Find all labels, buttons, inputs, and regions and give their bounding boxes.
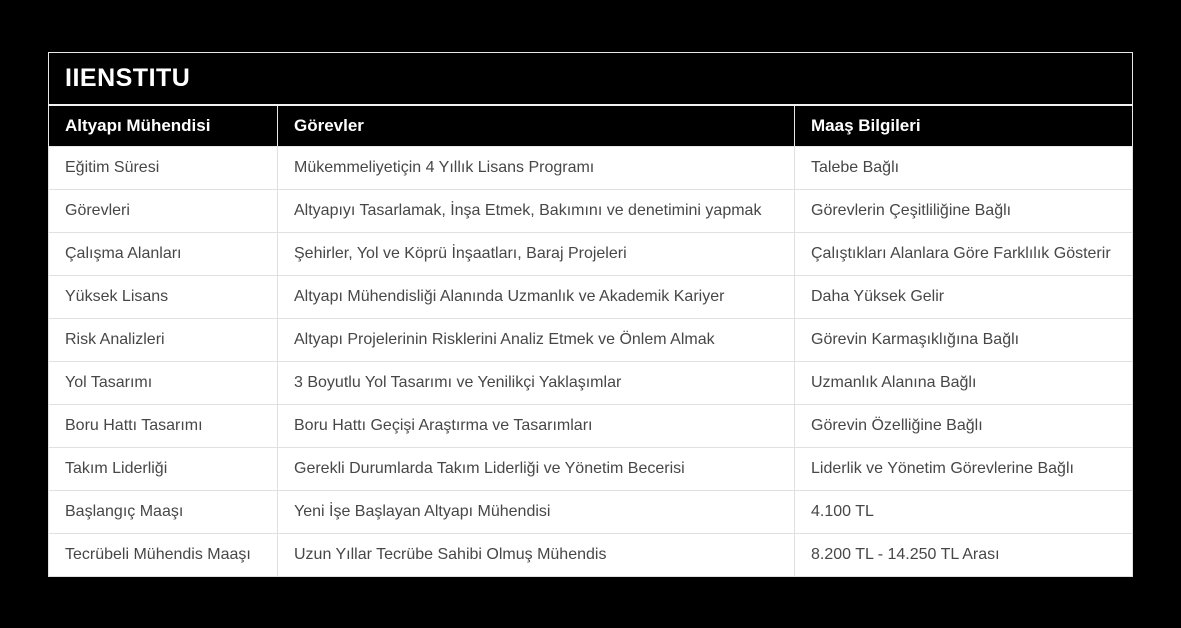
cell-description: Yeni İşe Başlayan Altyapı Mühendisi bbox=[277, 490, 795, 534]
cell-description: Boru Hattı Geçişi Araştırma ve Tasarımla… bbox=[277, 404, 795, 448]
table-row: Yol Tasarımı 3 Boyutlu Yol Tasarımı ve Ye… bbox=[48, 361, 1134, 405]
column-header-gorevler: Görevler bbox=[277, 104, 795, 147]
cell-attribute: Eğitim Süresi bbox=[48, 146, 278, 190]
cell-description: Şehirler, Yol ve Köprü İnşaatları, Baraj… bbox=[277, 232, 795, 276]
table-row: Eğitim Süresi Mükemmeliyetiçin 4 Yıllık L… bbox=[48, 146, 1134, 190]
cell-description: Altyapı Projelerinin Risklerini Analiz E… bbox=[277, 318, 795, 362]
cell-salary: 8.200 TL - 14.250 TL Arası bbox=[793, 533, 1134, 577]
table-row: Risk Analizleri Altyapı Projelerinin Risk… bbox=[48, 318, 1134, 362]
table-row: Yüksek Lisans Altyapı Mühendisliği Alanın… bbox=[48, 275, 1134, 319]
cell-attribute: Boru Hattı Tasarımı bbox=[48, 404, 278, 448]
cell-attribute: Yüksek Lisans bbox=[48, 275, 278, 319]
cell-attribute: Yol Tasarımı bbox=[48, 361, 278, 405]
table-row: Görevleri Altyapıyı Tasarlamak, İnşa Etme… bbox=[48, 189, 1134, 233]
cell-salary: Görevlerin Çeşitliliğine Bağlı bbox=[793, 189, 1134, 233]
table-row: Başlangıç Maaşı Yeni İşe Başlayan Altyapı… bbox=[48, 490, 1134, 534]
cell-salary: Görevin Özelliğine Bağlı bbox=[793, 404, 1134, 448]
info-table: IIENSTITU Altyapı Mühendisi Görevler Maa… bbox=[47, 52, 1134, 577]
table-header-row: Altyapı Mühendisi Görevler Maaş Bilgiler… bbox=[48, 104, 1134, 147]
table-body: Eğitim Süresi Mükemmeliyetiçin 4 Yıllık L… bbox=[48, 146, 1134, 577]
cell-attribute: Tecrübeli Mühendis Maaşı bbox=[48, 533, 278, 577]
cell-description: Uzun Yıllar Tecrübe Sahibi Olmuş Mühendi… bbox=[277, 533, 795, 577]
cell-description: Mükemmeliyetiçin 4 Yıllık Lisans Program… bbox=[277, 146, 795, 190]
cell-salary: Uzmanlık Alanına Bağlı bbox=[793, 361, 1134, 405]
cell-salary: Talebe Bağlı bbox=[793, 146, 1134, 190]
salary-info-table: IIENSTITU Altyapı Mühendisi Görevler Maa… bbox=[47, 52, 1134, 577]
cell-description: Altyapıyı Tasarlamak, İnşa Etmek, Bakımı… bbox=[277, 189, 795, 233]
table-title-row: IIENSTITU bbox=[47, 52, 1134, 106]
table-row: Çalışma Alanları Şehirler, Yol ve Köprü İ… bbox=[48, 232, 1134, 276]
table-row: Takım Liderliği Gerekli Durumlarda Takım … bbox=[48, 447, 1134, 491]
cell-attribute: Risk Analizleri bbox=[48, 318, 278, 362]
table-row: Tecrübeli Mühendis Maaşı Uzun Yıllar Tecr… bbox=[48, 533, 1134, 577]
cell-attribute: Görevleri bbox=[48, 189, 278, 233]
cell-description: 3 Boyutlu Yol Tasarımı ve Yenilikçi Yakl… bbox=[277, 361, 795, 405]
cell-attribute: Takım Liderliği bbox=[48, 447, 278, 491]
cell-salary: Çalıştıkları Alanlara Göre Farklılık Gös… bbox=[793, 232, 1134, 276]
cell-description: Altyapı Mühendisliği Alanında Uzmanlık v… bbox=[277, 275, 795, 319]
cell-salary: Görevin Karmaşıklığına Bağlı bbox=[793, 318, 1134, 362]
column-header-altyapi-muhendisi: Altyapı Mühendisi bbox=[48, 104, 278, 147]
cell-attribute: Başlangıç Maaşı bbox=[48, 490, 278, 534]
cell-salary: 4.100 TL bbox=[793, 490, 1134, 534]
cell-salary: Daha Yüksek Gelir bbox=[793, 275, 1134, 319]
cell-description: Gerekli Durumlarda Takım Liderliği ve Yö… bbox=[277, 447, 795, 491]
table-title: IIENSTITU bbox=[47, 52, 1134, 106]
column-header-maas-bilgileri: Maaş Bilgileri bbox=[793, 104, 1134, 147]
cell-attribute: Çalışma Alanları bbox=[48, 232, 278, 276]
cell-salary: Liderlik ve Yönetim Görevlerine Bağlı bbox=[793, 447, 1134, 491]
table-row: Boru Hattı Tasarımı Boru Hattı Geçişi Ara… bbox=[48, 404, 1134, 448]
